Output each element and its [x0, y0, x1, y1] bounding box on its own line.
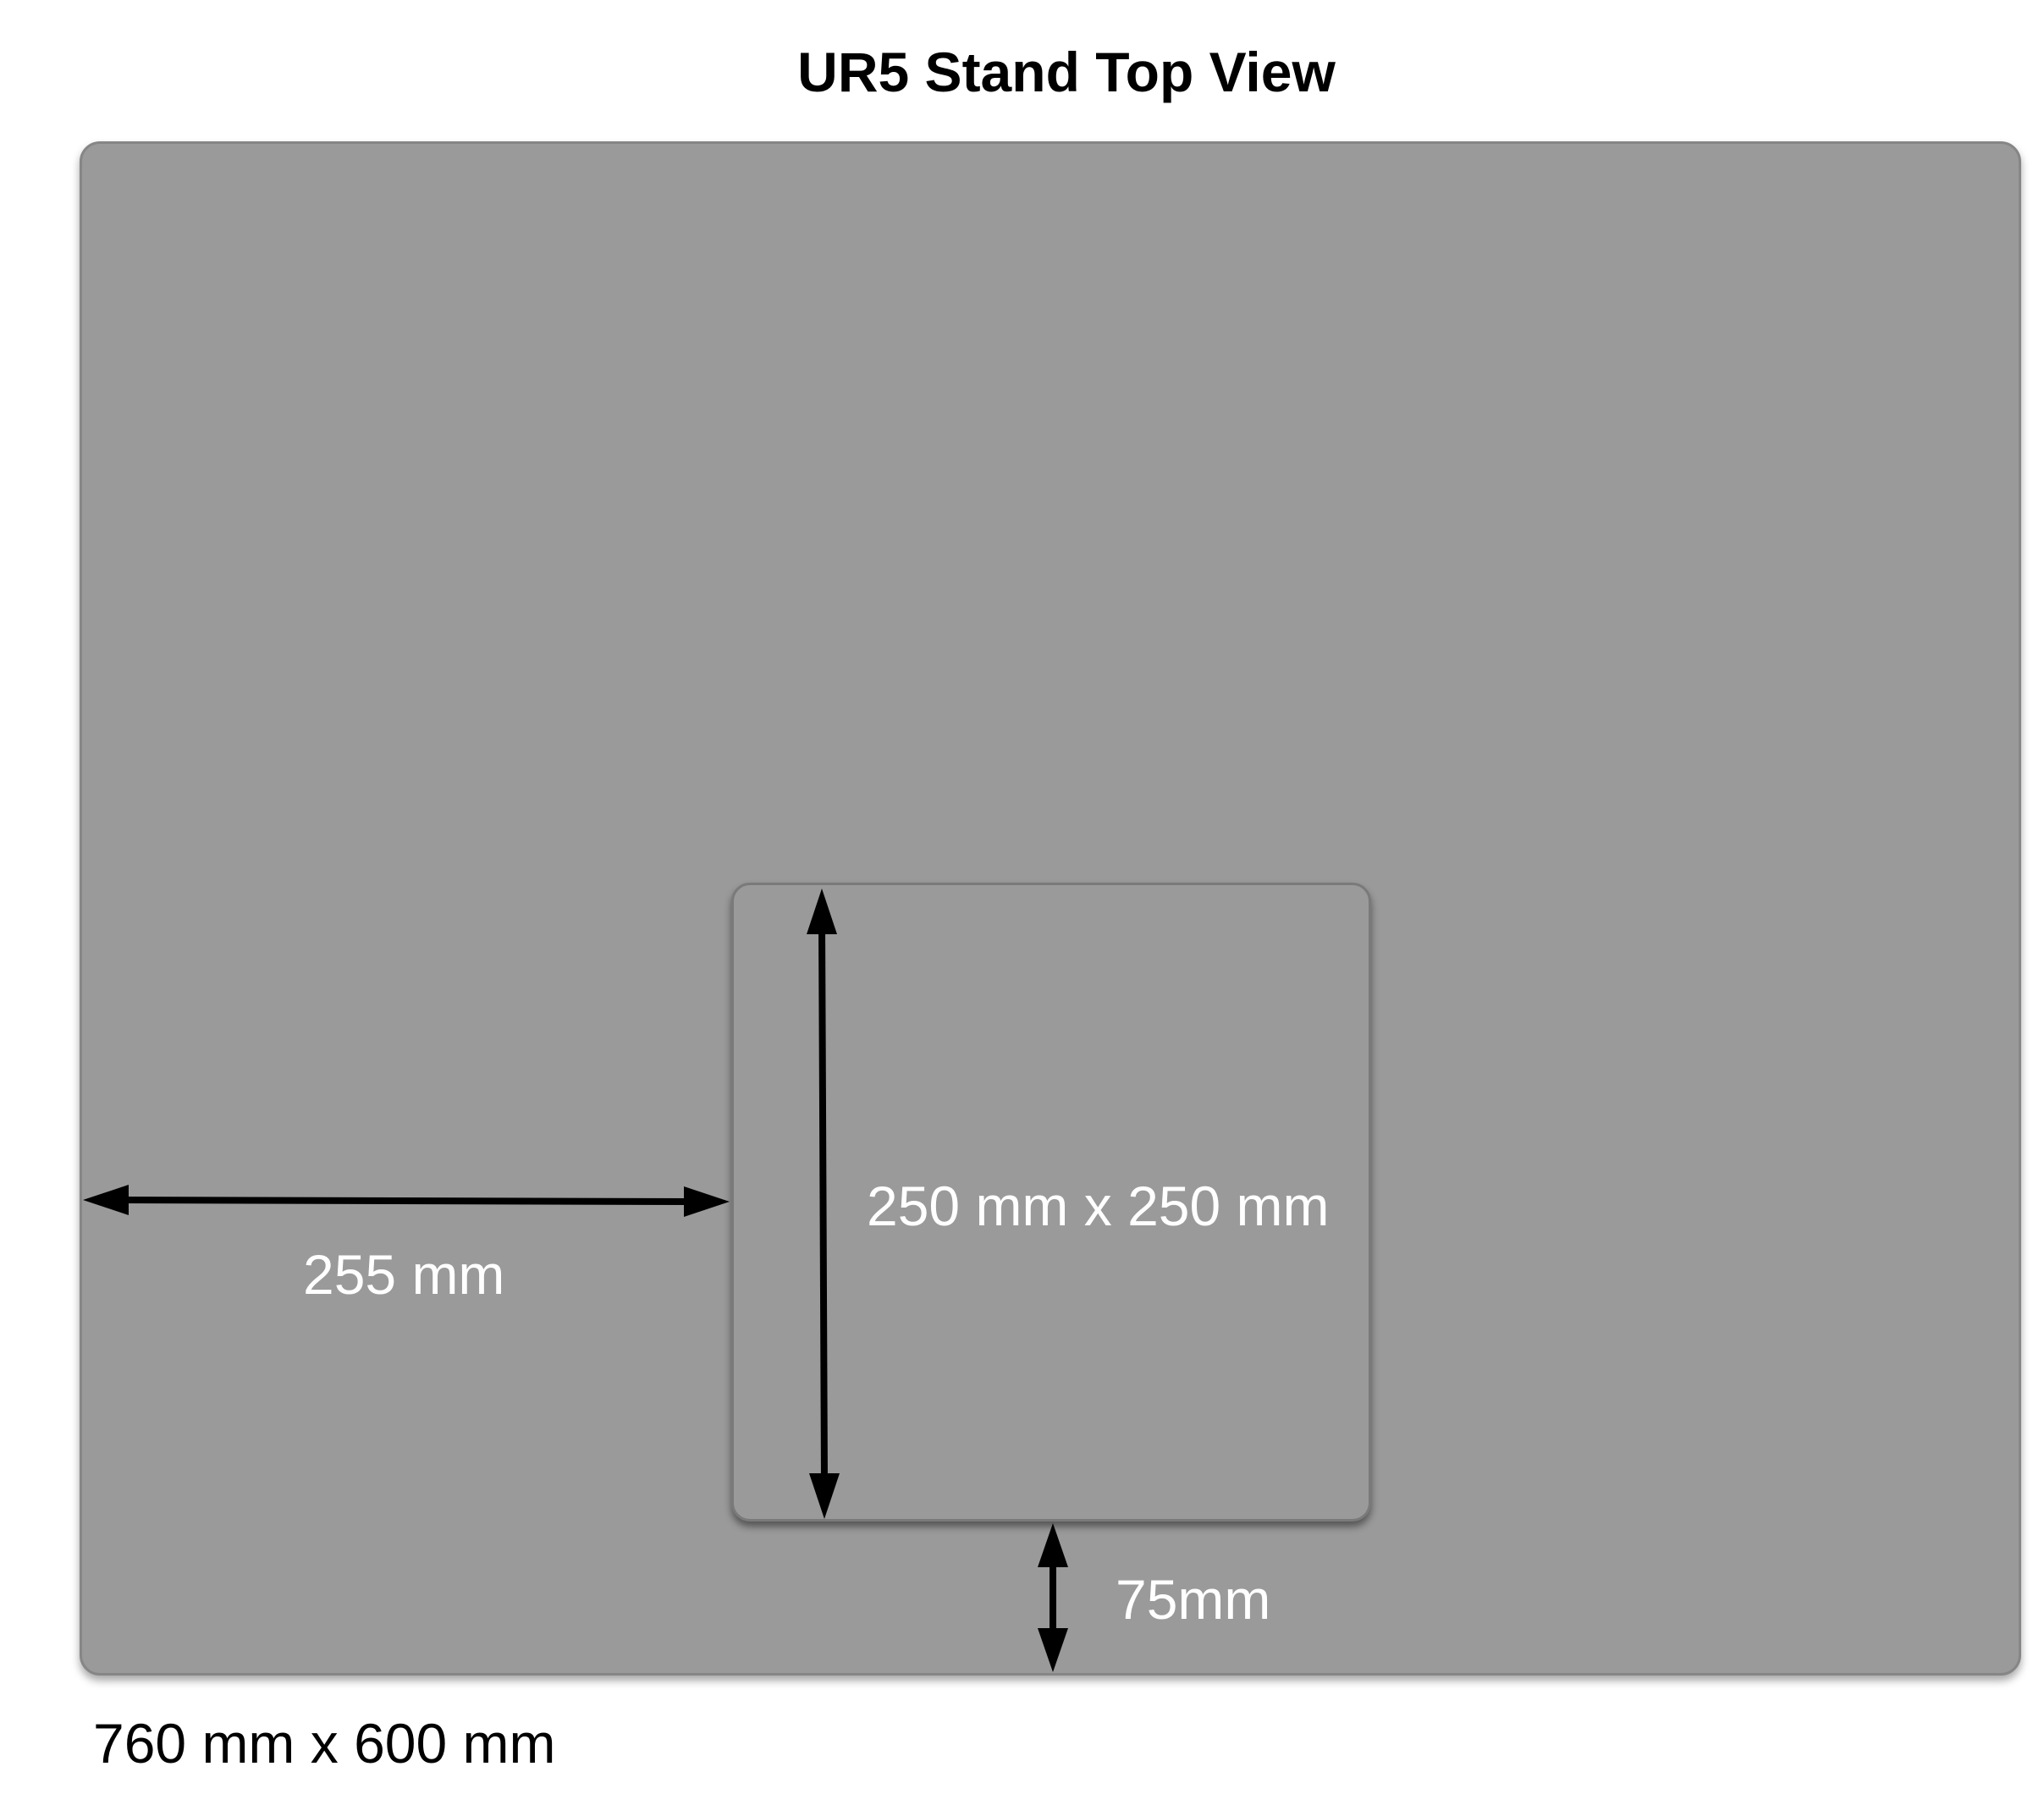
- plate-size-label: 760 mm x 600 mm: [93, 1712, 556, 1775]
- mount-size-label: 250 mm x 250 mm: [867, 1175, 1330, 1237]
- left-offset-label: 255 mm: [303, 1243, 505, 1306]
- arrowhead-right: [684, 1186, 730, 1217]
- arrowhead-up: [807, 889, 837, 934]
- robot-mount-plate: [731, 883, 1371, 1522]
- diagram-title: UR5 Stand Top View: [797, 41, 1336, 103]
- arrowhead-down: [809, 1473, 840, 1519]
- arrowhead-left: [83, 1185, 129, 1215]
- mount-height-arrow: [807, 889, 840, 1519]
- bottom-offset-label: 75mm: [1116, 1568, 1271, 1631]
- arrowhead-up: [1038, 1523, 1068, 1567]
- left-offset-arrow: [83, 1185, 730, 1217]
- arrowhead-down: [1038, 1628, 1068, 1672]
- bottom-offset-arrow: [1038, 1523, 1068, 1672]
